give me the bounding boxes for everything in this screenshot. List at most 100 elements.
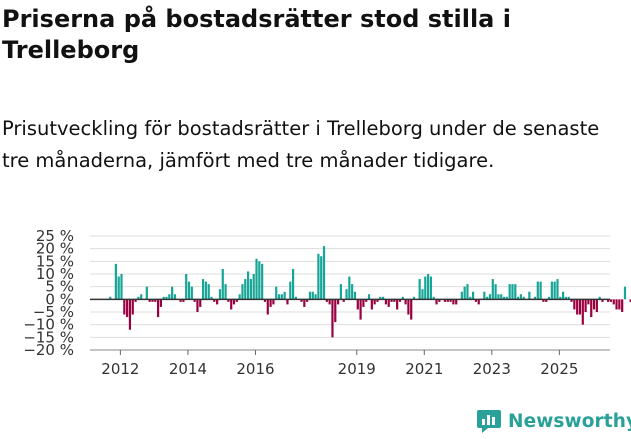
bar: [429, 276, 433, 300]
y-tick-label: 20 %: [36, 240, 74, 258]
bar: [539, 281, 542, 300]
bar: [322, 246, 326, 300]
y-tick-label: 0 %: [45, 290, 74, 308]
bar: [255, 258, 258, 300]
bar: [179, 299, 182, 302]
bar: [227, 299, 230, 302]
x-tick-label: 2019: [338, 360, 376, 378]
bar: [272, 299, 275, 305]
bar: [204, 281, 207, 300]
bar: [345, 289, 348, 300]
chart-subtitle: Prisutveckling för bostadsrätter i Trell…: [2, 117, 600, 172]
bar: [412, 296, 416, 300]
bar: [379, 296, 382, 300]
bar: [303, 299, 306, 307]
y-tick-label: 25 %: [36, 227, 74, 245]
bar: [432, 296, 435, 300]
bar: [435, 299, 438, 305]
bar: [283, 291, 286, 300]
bar: [266, 299, 269, 315]
brand-name: Newsworthy: [508, 410, 631, 432]
bar: [320, 256, 323, 300]
bar: [182, 299, 185, 302]
bar: [483, 291, 486, 300]
bar: [621, 299, 624, 312]
y-tick-label: −20 %: [23, 341, 74, 359]
bar: [562, 291, 565, 300]
bar: [556, 279, 559, 300]
bar: [407, 299, 410, 315]
bar: [404, 299, 407, 305]
bar: [230, 299, 233, 310]
bar: [463, 286, 466, 300]
bar: [126, 299, 129, 318]
bar: [224, 284, 227, 300]
bar: [472, 291, 475, 300]
bar: [381, 296, 385, 300]
bar: [629, 299, 631, 302]
bar: [410, 299, 413, 320]
bar: [598, 296, 601, 300]
bar: [353, 291, 357, 300]
bar: [314, 294, 317, 300]
bar: [514, 284, 517, 300]
bar: [241, 284, 244, 300]
bar: [348, 276, 351, 300]
y-tick-label: 5 %: [45, 278, 74, 296]
bar: [325, 299, 328, 302]
bar: [201, 279, 205, 300]
y-tick-label: 10 %: [36, 265, 74, 283]
bar: [145, 286, 148, 300]
bar: [576, 299, 579, 315]
x-tick-label: 2012: [101, 360, 139, 378]
bar: [387, 299, 390, 307]
bar: [564, 296, 568, 300]
bar: [196, 299, 199, 312]
bar: [390, 299, 393, 302]
bar: [306, 299, 309, 302]
bar: [517, 296, 520, 300]
bar: [418, 279, 421, 300]
bar: [393, 299, 396, 302]
bar: [519, 294, 523, 300]
bar: [398, 299, 402, 302]
bar: [466, 284, 469, 300]
bar: [140, 294, 143, 300]
bar: [336, 299, 340, 305]
bar: [339, 284, 343, 300]
bar: [210, 296, 213, 300]
bar: [334, 299, 337, 323]
bar: [109, 296, 112, 300]
x-tick-label: 2014: [169, 360, 207, 378]
y-axis-labels: 25 %20 %15 %10 %5 %0 %−5 %−10 %−15 %−20 …: [23, 227, 74, 359]
bar: [511, 284, 514, 300]
bar: [331, 299, 334, 338]
y-tick-label: −15 %: [23, 328, 74, 346]
bar: [587, 299, 590, 305]
bar: [308, 291, 312, 300]
bar: [438, 299, 441, 302]
bar: [280, 294, 283, 300]
x-axis-labels: 2012 2014 2016 2019 2021 2023 2025: [90, 349, 610, 378]
bar: [216, 299, 219, 305]
bar: [249, 279, 252, 300]
bar: [131, 299, 134, 315]
bar: [213, 299, 216, 302]
bar: [474, 299, 478, 302]
bar: [123, 299, 126, 315]
bar: [156, 299, 160, 318]
bar: [536, 281, 539, 300]
bar: [424, 276, 427, 300]
bar: [384, 299, 388, 305]
bar: [185, 274, 188, 300]
bar: [351, 284, 354, 300]
bar: [286, 299, 289, 305]
x-tick-label: 2021: [405, 360, 443, 378]
bar: [190, 286, 193, 300]
bar: [469, 296, 472, 300]
bar: [595, 299, 598, 312]
bar: [151, 299, 154, 302]
bar: [376, 299, 379, 302]
bar: [244, 279, 247, 300]
y-tick-label: −10 %: [23, 316, 74, 334]
